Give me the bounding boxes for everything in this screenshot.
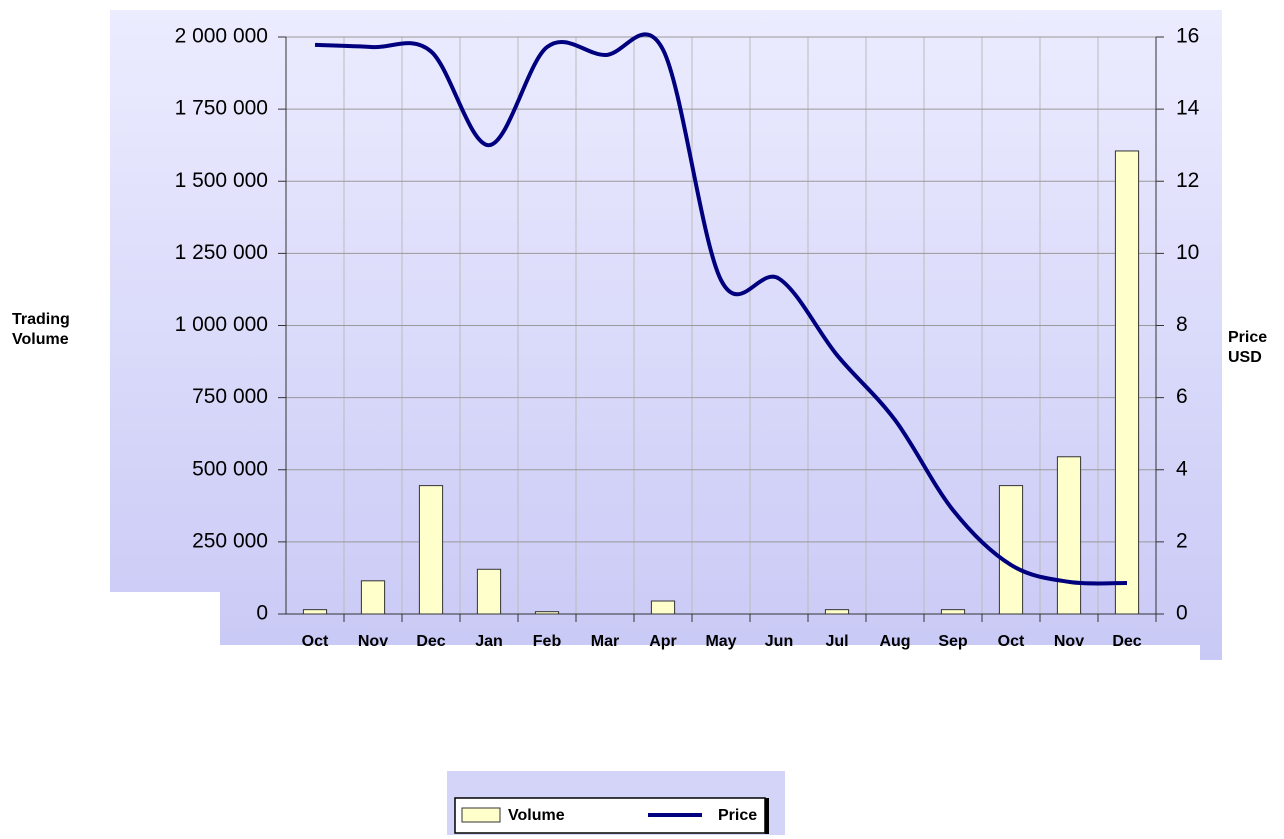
y-tick-label: 250 000 — [192, 529, 268, 552]
bar — [360, 580, 386, 615]
y-axis-label: Volume — [12, 331, 69, 348]
bar — [302, 609, 328, 615]
x-tick-label: Jun — [765, 633, 793, 650]
y2-tick-label: 10 — [1176, 241, 1199, 264]
bar — [534, 611, 560, 615]
bar — [940, 609, 966, 615]
y-tick-label: 2 000 000 — [175, 25, 268, 48]
x-tick-label: Aug — [879, 633, 910, 650]
plot-background — [110, 10, 1222, 660]
legend-items: Volume Price — [461, 807, 757, 824]
y-tick-label: 500 000 — [192, 457, 268, 480]
y2-tick-label: 2 — [1176, 529, 1188, 552]
x-tick-label: Oct — [998, 633, 1025, 650]
x-tick-label: Oct — [302, 633, 329, 650]
y2-tick-label: 0 — [1176, 602, 1188, 625]
x-tick-label: Nov — [358, 633, 388, 650]
x-tick-label: Nov — [1054, 633, 1084, 650]
legend-label: Price — [718, 807, 757, 824]
legend-swatch — [461, 807, 501, 823]
y2-tick-label: 4 — [1176, 457, 1188, 480]
y-tick-label: 750 000 — [192, 385, 268, 408]
y2-tick-label: 16 — [1176, 25, 1199, 48]
legend — [454, 797, 766, 834]
bar — [998, 485, 1024, 615]
x-tick-label: Jan — [475, 633, 503, 650]
x-tick-label: Jul — [825, 633, 848, 650]
y2-tick-label: 14 — [1176, 97, 1200, 120]
bar — [1114, 150, 1140, 615]
x-tick-label: Feb — [533, 633, 562, 650]
bar — [476, 568, 502, 615]
bar — [650, 600, 676, 615]
price-line — [314, 32, 1128, 586]
x-tick-label: Dec — [416, 633, 445, 650]
y2-tick-label: 12 — [1176, 169, 1199, 192]
y2-axis-label: USD — [1228, 349, 1262, 366]
x-tick-label: Apr — [649, 633, 677, 650]
y2-tick-label: 6 — [1176, 385, 1188, 408]
y-tick-label: 0 — [256, 602, 268, 625]
x-tick-label: Mar — [591, 633, 619, 650]
x-tick-label: May — [705, 633, 736, 650]
bar — [1056, 456, 1082, 615]
label-area — [0, 170, 110, 510]
y2-tick-label: 8 — [1176, 313, 1188, 336]
y2-axis-label: Price — [1228, 329, 1267, 346]
legend-label: Volume — [508, 807, 565, 824]
bar — [824, 609, 850, 615]
x-tick-label: Sep — [938, 633, 968, 650]
y-tick-label: 1 000 000 — [175, 313, 268, 336]
bar — [418, 485, 444, 615]
y-tick-label: 1 750 000 — [175, 97, 268, 120]
y-tick-label: 1 250 000 — [175, 241, 268, 264]
y-axis-label: Trading — [12, 311, 70, 328]
plot: 0 250 000 500 000 750 000 1 000 000 1 250 000… — [175, 25, 1200, 651]
x-tick-label: Dec — [1112, 633, 1141, 650]
y-tick-label: 1 500 000 — [175, 169, 268, 192]
